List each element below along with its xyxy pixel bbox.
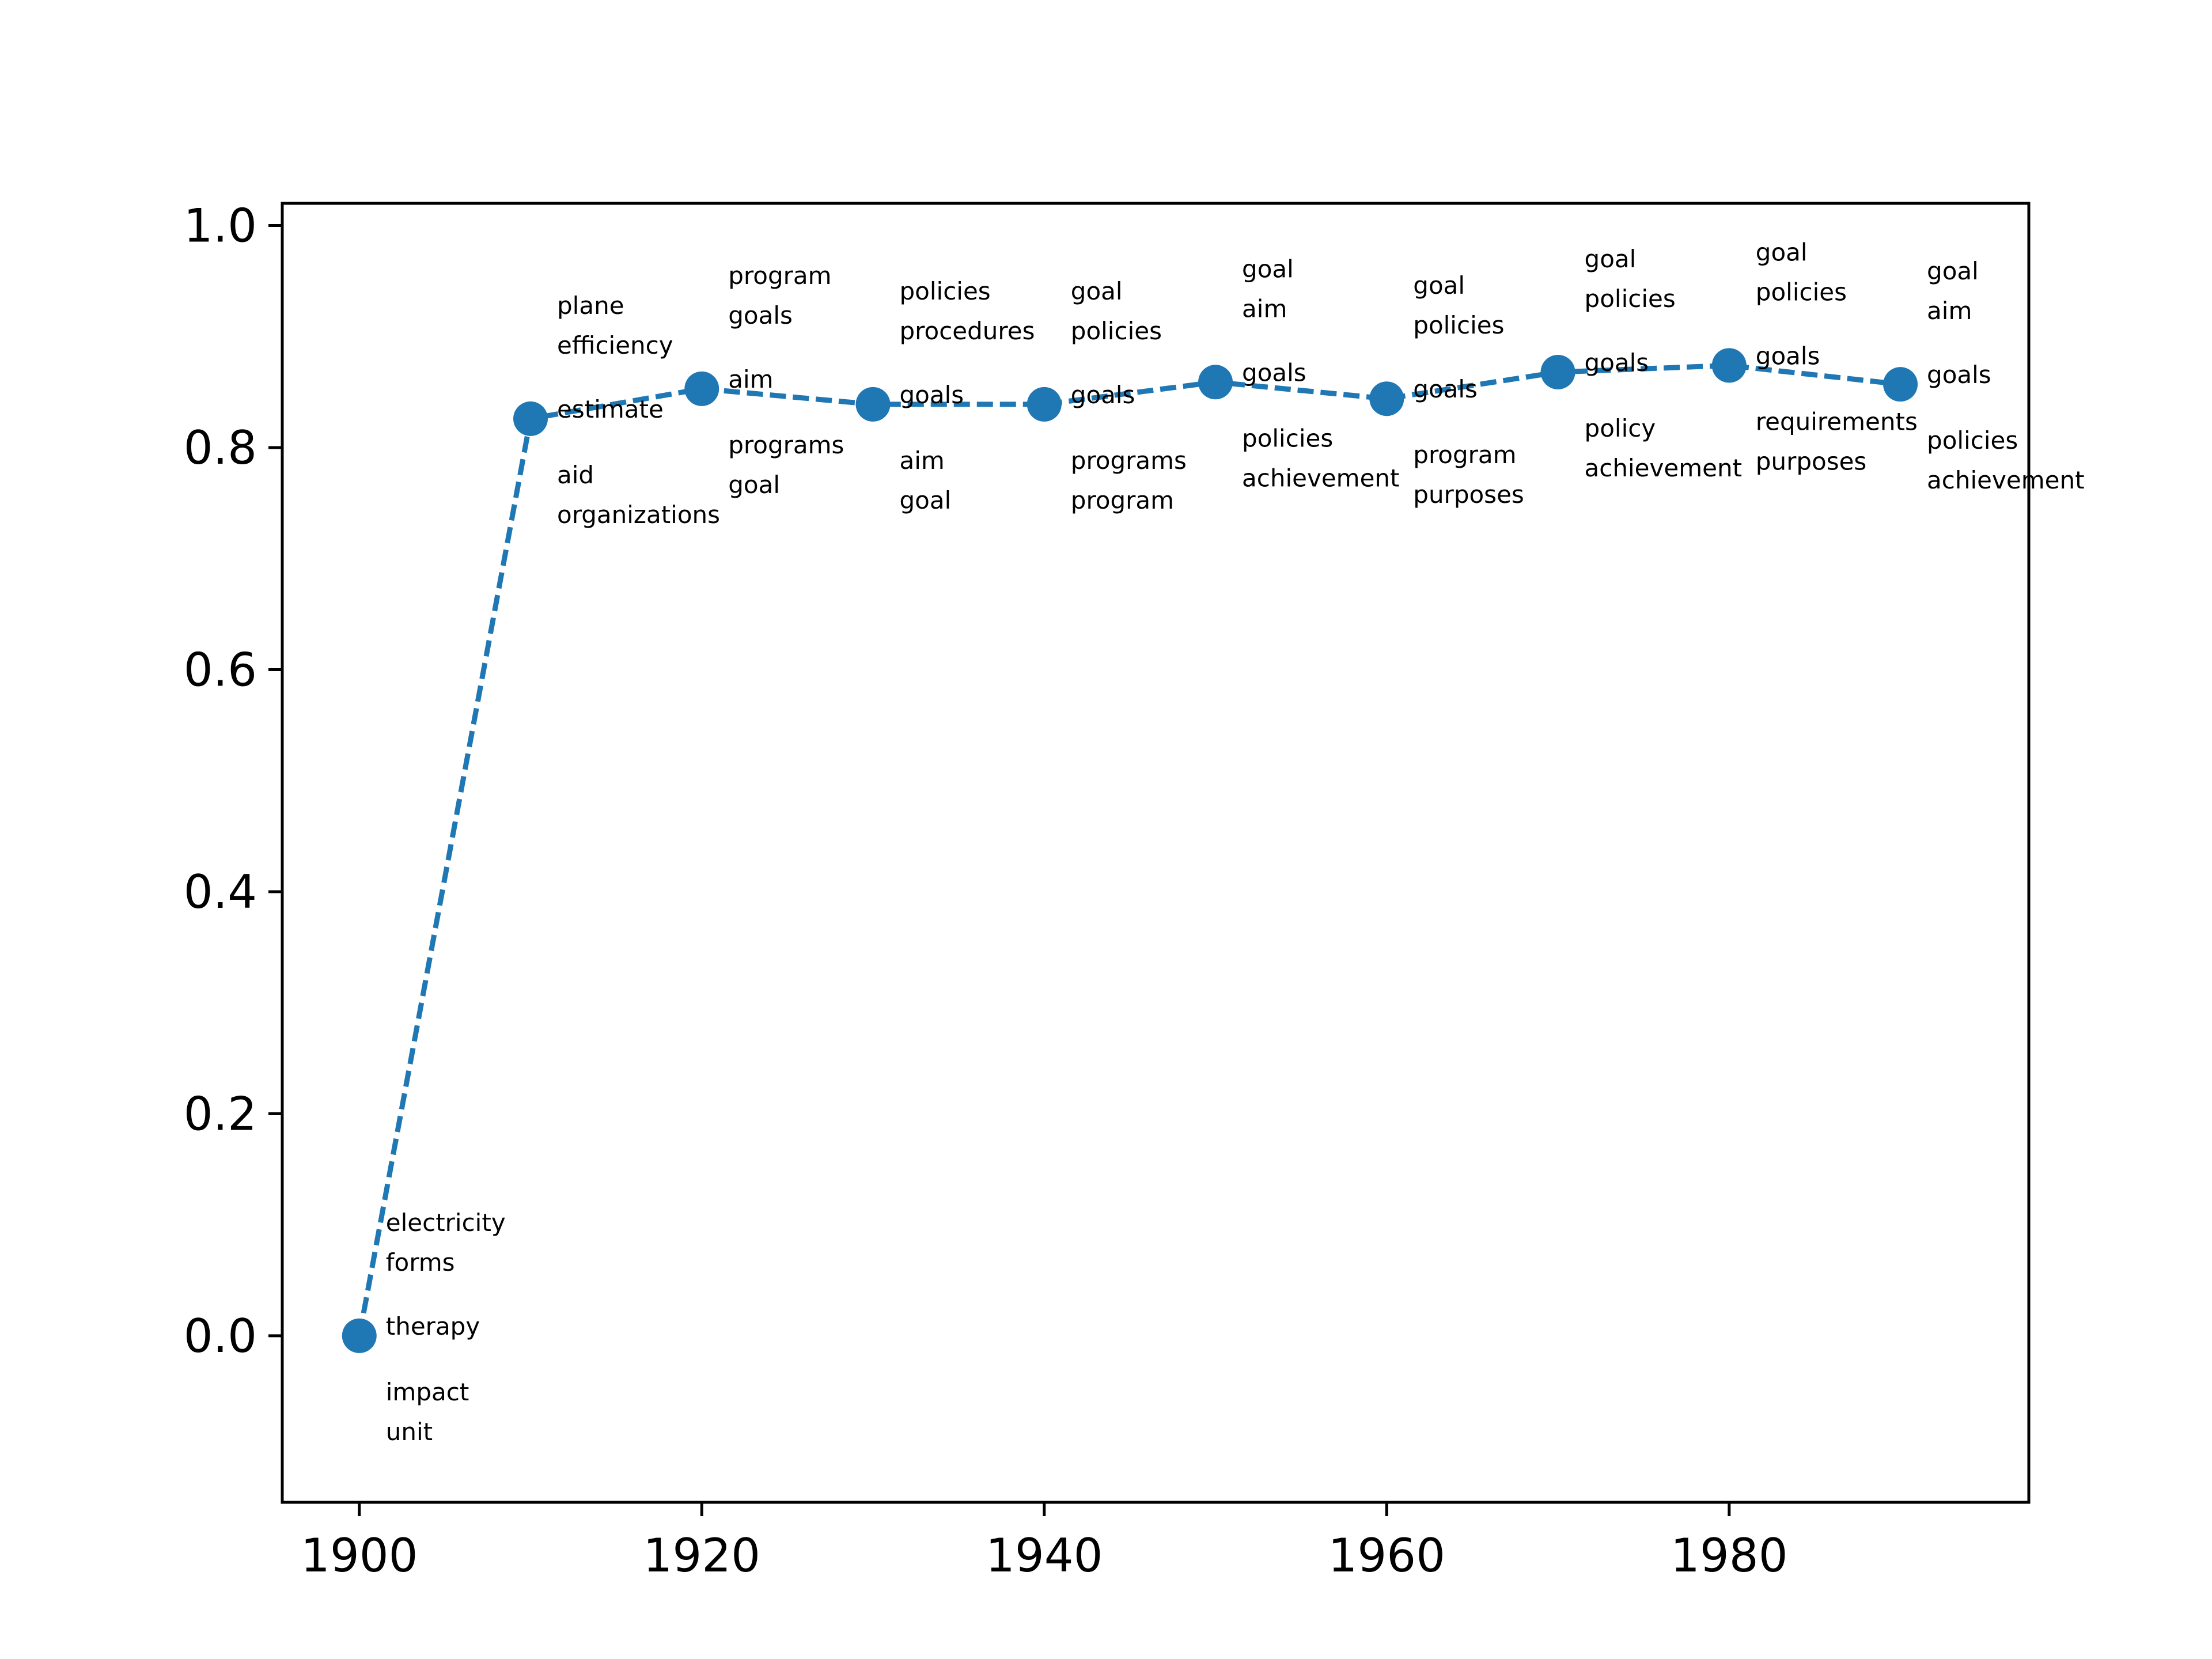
word-label: programs [728, 431, 844, 459]
data-point [342, 1318, 377, 1353]
word-label: estimate [557, 395, 664, 423]
word-label: aid [557, 461, 594, 489]
word-label: program [1413, 441, 1516, 469]
word-label: aim [1242, 294, 1287, 323]
y-tick-label: 0.2 [184, 1087, 257, 1141]
word-label: policies [1585, 285, 1676, 313]
word-label: impact [386, 1378, 469, 1406]
x-axis: 1900 1920 1940 1960 1980 [301, 1502, 1788, 1582]
word-label: forms [386, 1248, 455, 1277]
word-label: aim [900, 446, 945, 475]
data-point [1198, 365, 1233, 400]
word-label: procedures [900, 317, 1035, 345]
word-label: requirements [1756, 407, 1918, 435]
word-label: goals [728, 301, 793, 329]
x-tick-label: 1920 [643, 1529, 760, 1582]
x-tick-label: 1960 [1328, 1529, 1445, 1582]
word-label: unit [386, 1418, 433, 1446]
word-label: goals [1242, 358, 1306, 387]
word-label: plane [557, 291, 624, 320]
data-point [513, 401, 548, 436]
word-label: program [1071, 486, 1174, 514]
word-label: goal [1756, 238, 1808, 266]
data-point [1883, 367, 1918, 402]
x-tick-label: 1980 [1671, 1529, 1788, 1582]
word-label: goal [1413, 271, 1465, 300]
word-label: therapy [386, 1312, 480, 1340]
word-label: policies [1242, 424, 1333, 452]
word-label: goal [900, 486, 952, 514]
plot-frame [281, 202, 2031, 1504]
word-label: policies [900, 277, 991, 305]
word-label: organizations [557, 501, 720, 529]
word-label: achievement [1927, 466, 2085, 494]
word-label: purposes [1413, 480, 1524, 509]
y-axis: 0.0 0.2 0.4 0.6 0.8 1.0 [184, 199, 282, 1363]
y-tick-label: 1.0 [184, 199, 257, 253]
word-label: goal [1585, 245, 1637, 273]
data-point [1369, 381, 1404, 416]
x-tick-label: 1900 [301, 1529, 418, 1582]
word-label: goals [1927, 361, 1991, 389]
word-label: purposes [1756, 447, 1867, 475]
word-label: goals [1413, 375, 1478, 403]
data-point [1711, 348, 1747, 383]
word-label: aim [1927, 297, 1972, 325]
word-annotations: electricity forms therapy impact unit plane ef… [386, 238, 2085, 1446]
series-markers [342, 348, 1918, 1353]
word-label: goals [1071, 381, 1135, 409]
word-label: goal [1071, 277, 1123, 305]
data-point [684, 371, 719, 406]
word-label: aim [728, 365, 773, 393]
word-label: goals [1756, 342, 1820, 370]
data-point [1027, 387, 1062, 422]
word-label: programs [1071, 446, 1187, 475]
word-label: goals [900, 381, 964, 409]
word-label: policy [1585, 414, 1656, 442]
word-label: policies [1413, 311, 1504, 339]
word-label: goal [728, 471, 780, 499]
y-tick-label: 0.0 [184, 1309, 257, 1363]
word-label: electricity [386, 1209, 506, 1237]
word-label: goals [1585, 349, 1649, 377]
series-line [357, 362, 1901, 1336]
data-point [855, 387, 891, 422]
x-tick-label: 1940 [986, 1529, 1103, 1582]
word-label: goal [1927, 257, 1979, 285]
word-label: achievement [1585, 454, 1743, 482]
word-label: policies [1756, 278, 1847, 306]
data-point [1540, 354, 1575, 389]
word-label: goal [1242, 255, 1294, 283]
word-label: program [728, 262, 831, 290]
y-tick-label: 0.8 [184, 421, 257, 475]
word-label: achievement [1242, 464, 1400, 492]
word-label: policies [1071, 317, 1162, 345]
word-label: policies [1927, 426, 2018, 454]
y-tick-label: 0.6 [184, 643, 257, 696]
word-label: efficiency [557, 331, 673, 359]
y-tick-label: 0.4 [184, 865, 257, 919]
